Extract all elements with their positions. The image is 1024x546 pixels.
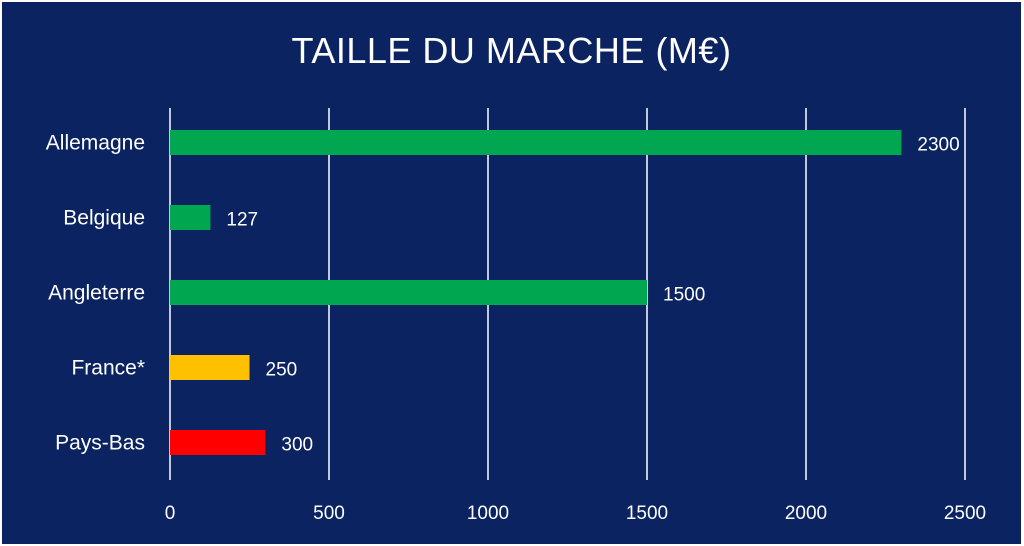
category-label: Belgique [63, 207, 145, 230]
bar [170, 430, 266, 455]
x-tick-label: 500 [313, 503, 345, 524]
data-label: 127 [226, 210, 258, 231]
bar [170, 355, 250, 380]
x-tick-label: 1500 [626, 503, 668, 524]
data-label: 250 [266, 360, 298, 381]
category-label: Angleterre [48, 282, 145, 305]
chart-title: TAILLE DU MARCHE (M€) [291, 30, 732, 71]
x-tick-label: 0 [165, 503, 176, 524]
category-label: France* [71, 357, 145, 380]
data-label: 2300 [917, 135, 959, 156]
x-tick-label: 2000 [785, 503, 827, 524]
bar [170, 130, 902, 155]
category-label: Allemagne [46, 132, 145, 155]
bar [170, 280, 647, 305]
x-tick-label: 2500 [944, 503, 986, 524]
data-label: 300 [281, 435, 313, 456]
x-tick-label: 1000 [467, 503, 509, 524]
category-label: Pays-Bas [55, 432, 145, 455]
bar [170, 205, 211, 230]
data-label: 1500 [663, 285, 705, 306]
